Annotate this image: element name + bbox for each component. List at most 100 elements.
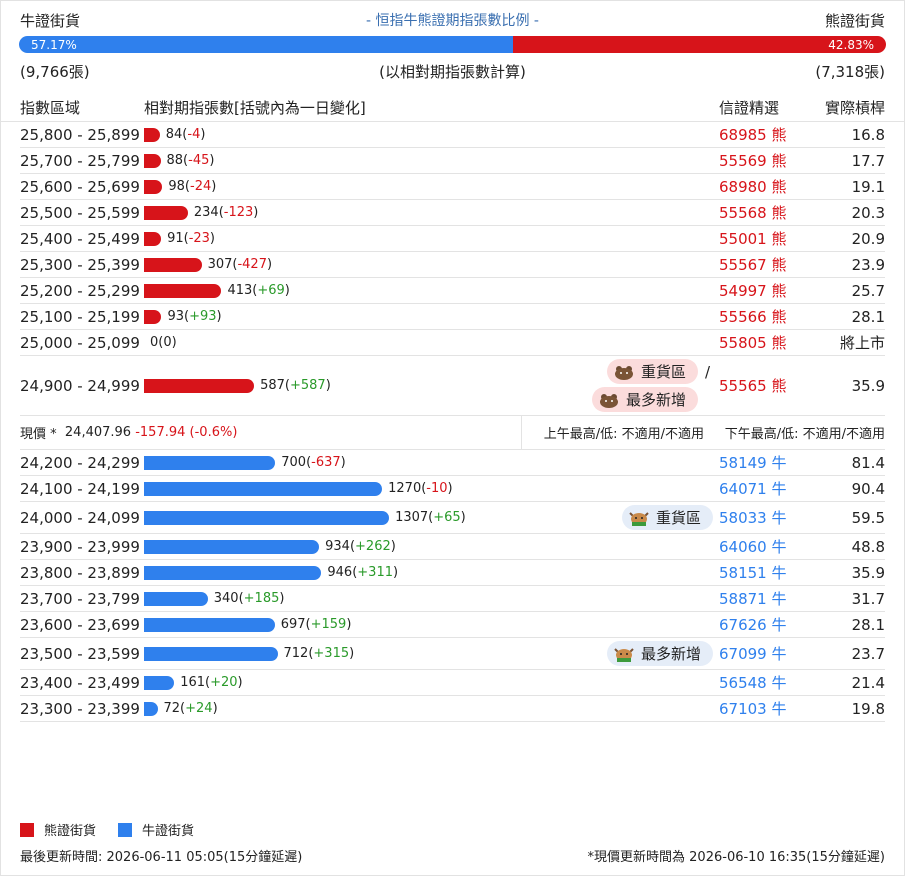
bull-count: (9,766張) bbox=[20, 63, 90, 81]
change: -637 bbox=[306, 455, 346, 470]
leverage: 20.9 bbox=[851, 229, 885, 248]
tags: 重貨區 bbox=[621, 502, 713, 533]
count-cell: 712+315 bbox=[144, 646, 607, 661]
tags: 最多新增 bbox=[606, 638, 713, 669]
warrant-kind: 熊 bbox=[771, 377, 787, 395]
count-cell: 88-45 bbox=[144, 153, 719, 168]
warrant-code: 58151 牛 bbox=[719, 562, 819, 583]
leverage: 28.1 bbox=[851, 307, 885, 326]
warrant-code: 54997 熊 bbox=[719, 280, 819, 301]
leverage: 81.4 bbox=[851, 453, 885, 472]
warrant-kind: 熊 bbox=[771, 204, 787, 222]
index-range: 23,600 - 23,699 bbox=[20, 615, 140, 634]
count-cell: 934+262 bbox=[144, 539, 719, 554]
column-header: 指數區域 bbox=[20, 98, 81, 117]
count: 161 bbox=[180, 675, 206, 690]
code-number: 58151 bbox=[719, 564, 767, 582]
count-bar bbox=[144, 617, 275, 632]
code-number: 67099 bbox=[719, 645, 767, 663]
code-number: 56548 bbox=[719, 674, 767, 692]
code-number: 55566 bbox=[719, 308, 767, 326]
table-row: 24,000 - 24,099 1307+65 重貨區 58033 牛 59.5 bbox=[20, 502, 885, 534]
count: 88 bbox=[166, 153, 184, 168]
change: -23 bbox=[184, 231, 215, 246]
code-number: 55805 bbox=[719, 334, 767, 352]
warrant-kind: 牛 bbox=[771, 674, 787, 692]
leverage: 19.1 bbox=[851, 177, 885, 196]
current-label: 現價 * bbox=[20, 427, 57, 442]
change: -45 bbox=[183, 153, 214, 168]
count-cell: 84-4 bbox=[144, 127, 719, 142]
code-number: 55565 bbox=[719, 377, 767, 395]
leverage: 23.9 bbox=[851, 255, 885, 274]
index-range: 25,500 - 25,599 bbox=[20, 203, 140, 222]
count: 0 bbox=[150, 335, 159, 350]
count-bar bbox=[144, 283, 222, 298]
leverage: 59.5 bbox=[851, 508, 885, 527]
index-range: 23,300 - 23,399 bbox=[20, 699, 140, 718]
warrant-kind: 熊 bbox=[771, 282, 787, 300]
legend-item: 牛證街貨 bbox=[118, 820, 194, 839]
index-range: 25,000 - 25,099 bbox=[20, 333, 140, 352]
index-range: 23,500 - 23,599 bbox=[20, 644, 140, 663]
leverage: 21.4 bbox=[851, 673, 885, 692]
code-number: 55567 bbox=[719, 256, 767, 274]
tag-label: 最多新增 bbox=[640, 645, 701, 663]
count: 91 bbox=[167, 231, 184, 246]
bear-count: (7,318張) bbox=[815, 63, 885, 81]
leverage: 25.7 bbox=[851, 281, 885, 300]
count-bar bbox=[144, 591, 208, 606]
bull-icon bbox=[614, 647, 634, 662]
leverage: 19.8 bbox=[851, 699, 885, 718]
index-range: 23,400 - 23,499 bbox=[20, 673, 140, 692]
index-range: 23,900 - 23,999 bbox=[20, 537, 140, 556]
index-range: 25,700 - 25,799 bbox=[20, 151, 140, 170]
count-cell: 234-123 bbox=[144, 205, 719, 220]
index-range: 24,000 - 24,099 bbox=[20, 508, 140, 527]
warrant-kind: 牛 bbox=[771, 616, 787, 634]
code-number: 55569 bbox=[719, 152, 767, 170]
index-range: 25,600 - 25,699 bbox=[20, 177, 140, 196]
update-time: 最後更新時間: 2026-06-11 05:05(15分鐘延遲) bbox=[20, 850, 303, 865]
tag-label: 重貨區 bbox=[640, 363, 686, 381]
code-number: 68985 bbox=[719, 126, 767, 144]
warrant-code: 58033 牛 bbox=[719, 507, 819, 528]
warrant-code: 58871 牛 bbox=[719, 588, 819, 609]
index-range: 25,400 - 25,499 bbox=[20, 229, 140, 248]
count: 413 bbox=[227, 283, 253, 298]
count: 307 bbox=[207, 257, 233, 272]
count: 946 bbox=[327, 565, 353, 580]
warrant-code: 55805 熊 bbox=[719, 332, 819, 353]
count-cell: 91-23 bbox=[144, 231, 719, 246]
tag-label: 最多新增 bbox=[625, 391, 686, 409]
table-row: 23,500 - 23,599 712+315 最多新增 67099 牛 23.7 bbox=[20, 638, 885, 670]
change: -24 bbox=[185, 179, 216, 194]
leverage: 35.9 bbox=[851, 376, 885, 395]
tag: 最多新增 bbox=[591, 387, 698, 412]
count: 93 bbox=[167, 309, 184, 324]
index-range: 23,800 - 23,899 bbox=[20, 563, 140, 582]
legend-label: 牛證街貨 bbox=[142, 824, 195, 839]
count-bar bbox=[144, 510, 390, 525]
pm-range: 下午最高/低: 不適用/不適用 bbox=[724, 427, 885, 442]
count-bar bbox=[144, 205, 188, 220]
current-price-row: 現價 * 24,407.96 -157.94 (-0.6%) 上午最高/低: 不… bbox=[20, 416, 885, 450]
count-bar bbox=[144, 455, 276, 470]
change: +315 bbox=[308, 646, 354, 661]
warrant-kind: 熊 bbox=[771, 334, 787, 352]
current-price-value: 24,407.96 bbox=[64, 425, 132, 440]
count-bar bbox=[144, 378, 255, 393]
count: 587 bbox=[260, 378, 285, 393]
count: 98 bbox=[168, 179, 185, 194]
warrant-kind: 熊 bbox=[771, 308, 787, 326]
leverage: 17.7 bbox=[851, 151, 885, 170]
am-range: 上午最高/低: 不適用/不適用 bbox=[543, 427, 704, 442]
